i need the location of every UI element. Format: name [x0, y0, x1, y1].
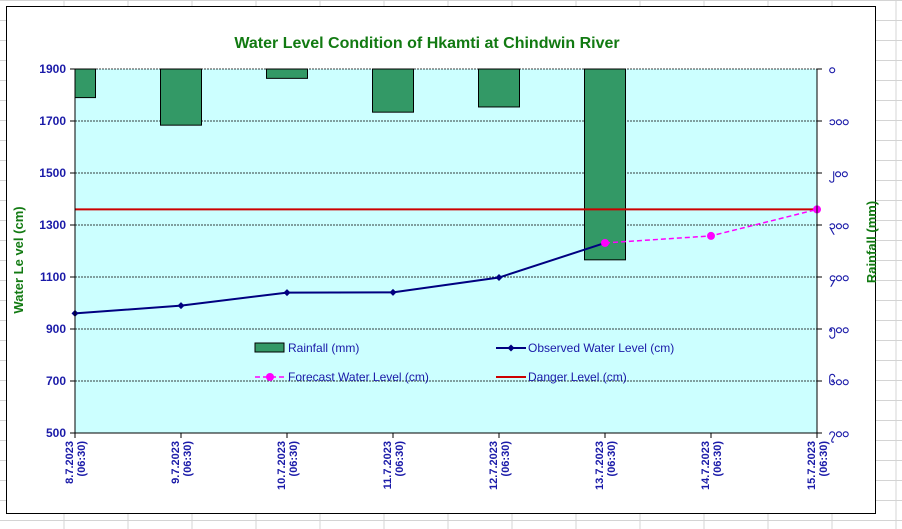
- y-right-tick-label: ၇၀၀: [828, 426, 850, 444]
- y-left-tick-label: 700: [46, 374, 66, 388]
- x-tick-time: (06:30): [288, 441, 300, 477]
- y-left-tick-label: 1900: [39, 62, 66, 76]
- legend-danger-label: Danger Level (cm): [528, 370, 627, 384]
- x-tick-label: 14.7.2023 (06:30): [700, 441, 724, 490]
- y-left-tick-label: 1100: [40, 270, 66, 284]
- y-right-tick-label: ၃၀၀: [829, 218, 850, 236]
- rainfall-bar: [160, 68, 202, 126]
- water-level-lines: [71, 205, 821, 317]
- y-right-axis-title: Rainfall (mm): [864, 201, 879, 283]
- legend-observed-label: Observed Water Level (cm): [528, 341, 674, 355]
- observed-point: [389, 288, 397, 296]
- legend-rainfall-label: Rainfall (mm): [288, 341, 359, 355]
- y-right-tick-label: ၁၀၀: [829, 114, 850, 128]
- y-left-tick-label: 1300: [39, 218, 66, 232]
- x-tick-time: (06:30): [712, 441, 724, 477]
- observed-point: [177, 302, 185, 310]
- y-right-tick-label: ၅၀၀: [828, 322, 850, 340]
- x-tick-date: 9.7.2023: [170, 441, 182, 484]
- rainfall-bars: [74, 68, 626, 261]
- x-tick-label: 15.7.2023 (06:30): [806, 441, 830, 490]
- y-right-tick-label: ၀: [828, 62, 836, 76]
- x-tick-date: 15.7.2023: [806, 441, 818, 490]
- y-left-tick-label: 1700: [39, 114, 66, 128]
- rainfall-bar: [372, 68, 414, 113]
- y-left-tick-label: 500: [46, 426, 66, 440]
- x-tick-time: (06:30): [606, 441, 618, 477]
- observed-water-level-line: [74, 241, 606, 315]
- y-right-tick-label: ၄၀၀: [828, 270, 850, 288]
- y-right-tick-label: ၆၀၀: [828, 372, 850, 388]
- y-left-tick-label: 900: [46, 322, 66, 336]
- x-tick-date: 11.7.2023: [382, 441, 394, 489]
- rainfall-bar: [584, 68, 626, 261]
- y-right-tick-label: ၂၀၀: [828, 166, 849, 184]
- y-left-axis-title: Water Le vel (cm): [11, 206, 26, 313]
- rainfall-bar: [478, 68, 520, 108]
- x-tick-date: 10.7.2023: [276, 441, 288, 490]
- x-tick-label: 12.7.2023 (06:30): [488, 441, 512, 490]
- observed-point: [283, 289, 291, 297]
- y-left-tick-label: 1500: [39, 166, 66, 180]
- x-tick-label: 13.7.2023 (06:30): [594, 441, 618, 490]
- x-tick-date: 8.7.2023: [64, 441, 76, 484]
- x-tick-label: 8.7.2023 (06:30): [64, 441, 88, 484]
- x-tick-date: 14.7.2023: [700, 441, 712, 490]
- x-tick-time: (06:30): [394, 441, 406, 477]
- x-tick-date: 13.7.2023: [594, 441, 606, 490]
- rainfall-bar: [74, 68, 96, 99]
- legend: Rainfall (mm) Observed Water Level (cm) …: [254, 341, 674, 384]
- x-tick-date: 12.7.2023: [488, 441, 500, 490]
- x-tick-label: 11.7.2023 (06:30): [382, 441, 406, 490]
- x-tick-time: (06:30): [500, 441, 512, 477]
- axes: 500 700 900 1100 1300 1500 1700 1900 ၀၁၀၀၂၀၀၃၀၀၄…: [39, 62, 849, 490]
- x-tick-time: (06:30): [818, 441, 830, 477]
- x-tick-time: (06:30): [76, 441, 88, 477]
- chart-title: Water Level Condition of Hkamti at Chind…: [234, 35, 619, 52]
- x-tick-label: 10.7.2023 (06:30): [276, 441, 300, 490]
- rainfall-bar: [266, 68, 308, 79]
- observed-point: [495, 274, 503, 282]
- forecast-point: [601, 238, 609, 247]
- forecast-point: [707, 231, 715, 240]
- x-tick-time: (06:30): [182, 441, 194, 477]
- legend-forecast-label: Forecast Water Level (cm): [288, 370, 429, 384]
- x-tick-label: 9.7.2023 (06:30): [170, 441, 194, 484]
- legend-forecast-marker: [266, 373, 274, 381]
- plot-area: [75, 69, 817, 433]
- legend-rainfall-swatch: [254, 342, 285, 353]
- legend-observed-marker: [507, 344, 515, 352]
